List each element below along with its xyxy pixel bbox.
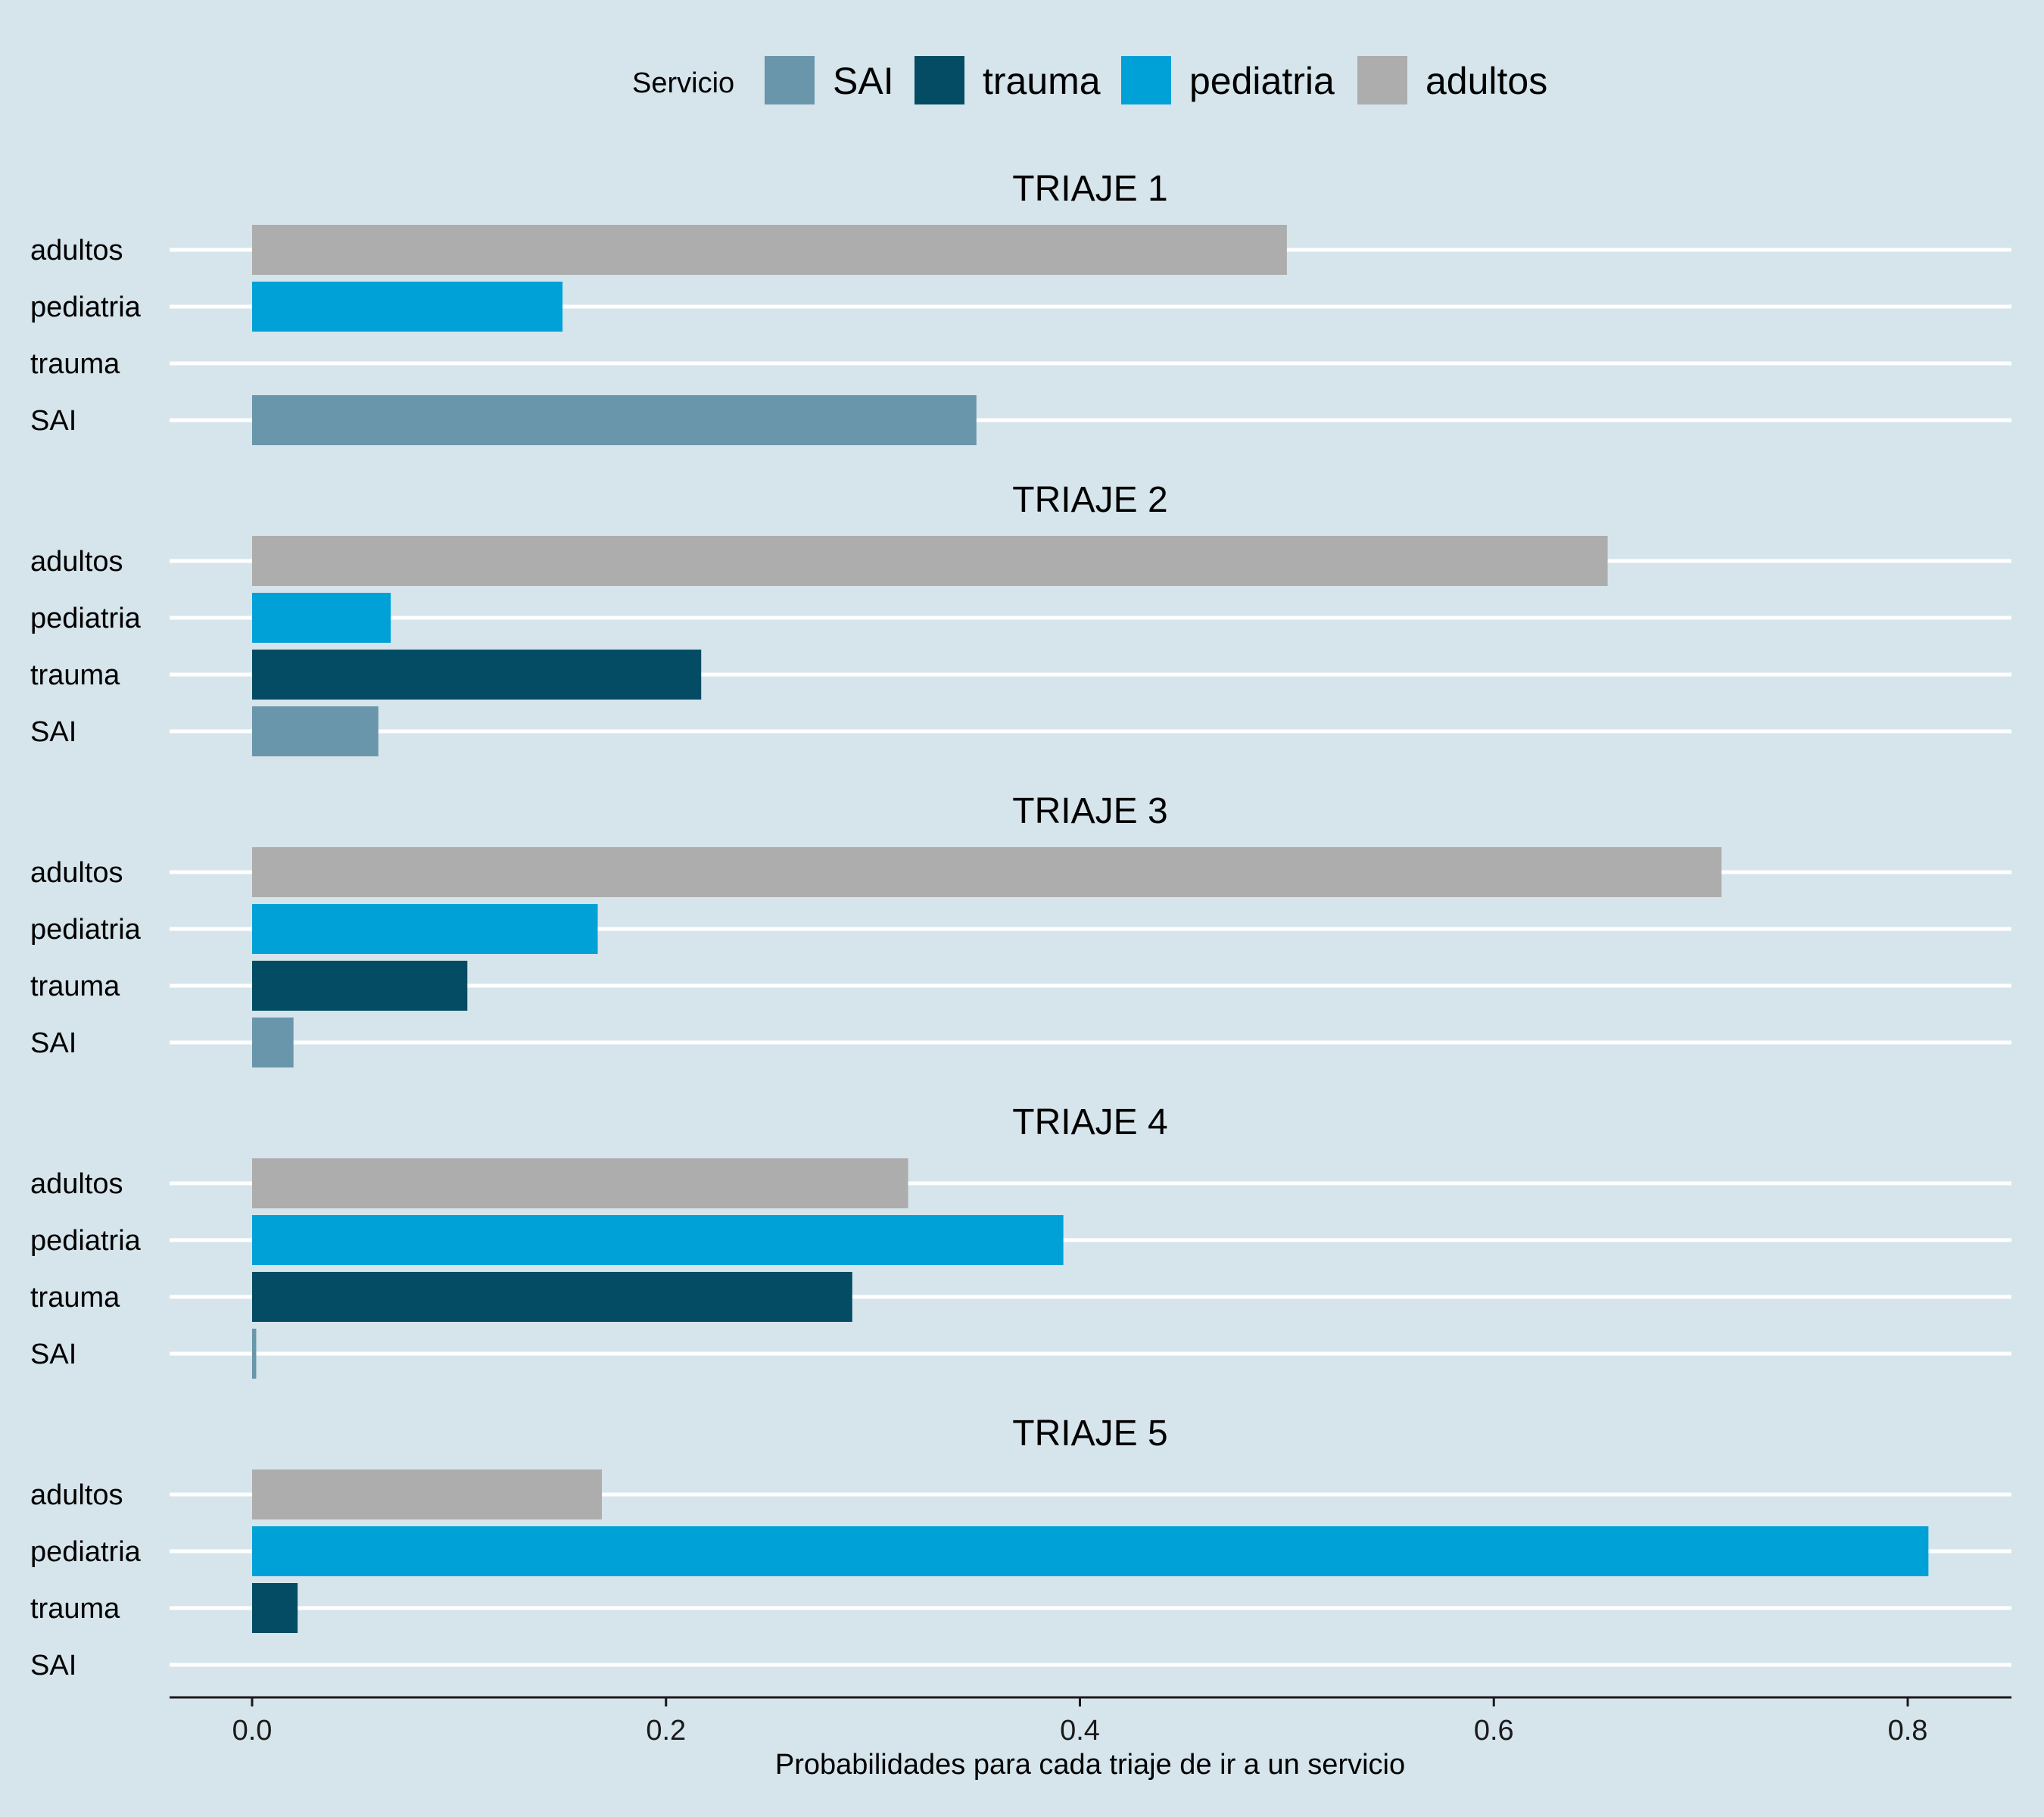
bar-pediatria-triaje-2 [252,593,391,643]
legend-trauma-swatch [915,56,964,104]
bar-trauma-triaje-2 [252,650,702,700]
category-label: SAI [30,1027,76,1059]
panel-triaje-3: TRIAJE 3 adultos pediatria trauma SAI [30,791,2011,1067]
bar-trauma-triaje-4 [252,1272,852,1322]
category-label: SAI [30,1650,76,1681]
category-label: trauma [30,971,120,1002]
panel-triaje-2: TRIAJE 2 adultos pediatria trauma SAI [30,480,2011,756]
x-tick-label: 0.4 [1060,1715,1100,1747]
legend-sai-label: SAI [833,60,894,102]
legend-title: Servicio [632,67,734,99]
bar-pediatria-triaje-3 [252,904,598,954]
bar-SAI-triaje-2 [252,706,379,756]
panel-triaje-1: TRIAJE 1 adultos pediatria trauma SAI [30,169,2011,445]
legend-pediatria-swatch [1121,56,1171,104]
bar-pediatria-triaje-4 [252,1215,1064,1265]
category-label: trauma [30,659,120,691]
panel-title: TRIAJE 3 [1012,791,1167,831]
bar-adultos-triaje-3 [252,847,1722,897]
x-tick-label: 0.8 [1888,1715,1928,1747]
category-label: adultos [30,546,123,578]
x-tick-label: 0.6 [1474,1715,1514,1747]
bar-SAI-triaje-3 [252,1018,294,1067]
category-label: pediatria [30,1225,142,1257]
category-label: trauma [30,348,120,380]
bar-pediatria-triaje-1 [252,282,563,332]
category-label: adultos [30,1168,123,1200]
bar-pediatria-triaje-5 [252,1526,1929,1576]
bar-adultos-triaje-5 [252,1469,603,1519]
bar-adultos-triaje-1 [252,225,1287,275]
panel-triaje-4: TRIAJE 4 adultos pediatria trauma SAI [30,1102,2011,1379]
category-label: SAI [30,1339,76,1370]
legend-adultos-swatch [1357,56,1407,104]
bar-trauma-triaje-5 [252,1583,298,1633]
chart-panels: TRIAJE 1adultospediatriatraumaSAITRIAJE … [30,169,2011,1681]
panel-title: TRIAJE 5 [1012,1413,1167,1454]
category-label: pediatria [30,1536,142,1568]
legend-trauma-label: trauma [983,60,1101,102]
category-label: trauma [30,1593,120,1625]
category-label: adultos [30,857,123,889]
bar-adultos-triaje-4 [252,1158,908,1208]
category-label: adultos [30,1479,123,1511]
panel-triaje-5: TRIAJE 5 adultos pediatria trauma SAI [30,1413,2011,1681]
legend-pediatria-label: pediatria [1189,60,1335,102]
x-axis-title: Probabilidades para cada triaje de ir a … [775,1749,1405,1781]
panel-title: TRIAJE 2 [1012,480,1167,520]
category-label: trauma [30,1282,120,1314]
x-tick-label: 0.2 [646,1715,686,1747]
panel-title: TRIAJE 1 [1012,169,1167,209]
category-label: pediatria [30,603,142,634]
legend-sai-swatch [765,56,815,104]
legend-adultos-label: adultos [1426,60,1547,102]
category-label: SAI [30,405,76,437]
bar-SAI-triaje-1 [252,395,977,445]
bar-SAI-triaje-4 [252,1329,257,1379]
legend: Servicio SAI trauma pediatria adultos [632,56,1547,104]
category-label: adultos [30,235,123,266]
x-tick-label: 0.0 [232,1715,273,1747]
category-label: SAI [30,716,76,748]
bar-trauma-triaje-3 [252,961,468,1011]
category-label: pediatria [30,914,142,946]
panel-title: TRIAJE 4 [1012,1102,1167,1142]
bar-adultos-triaje-2 [252,536,1608,586]
x-axis: 0.0 0.2 0.4 0.6 0.8 Probabilidades para cada … [170,1696,2011,1781]
category-label: pediatria [30,291,142,323]
